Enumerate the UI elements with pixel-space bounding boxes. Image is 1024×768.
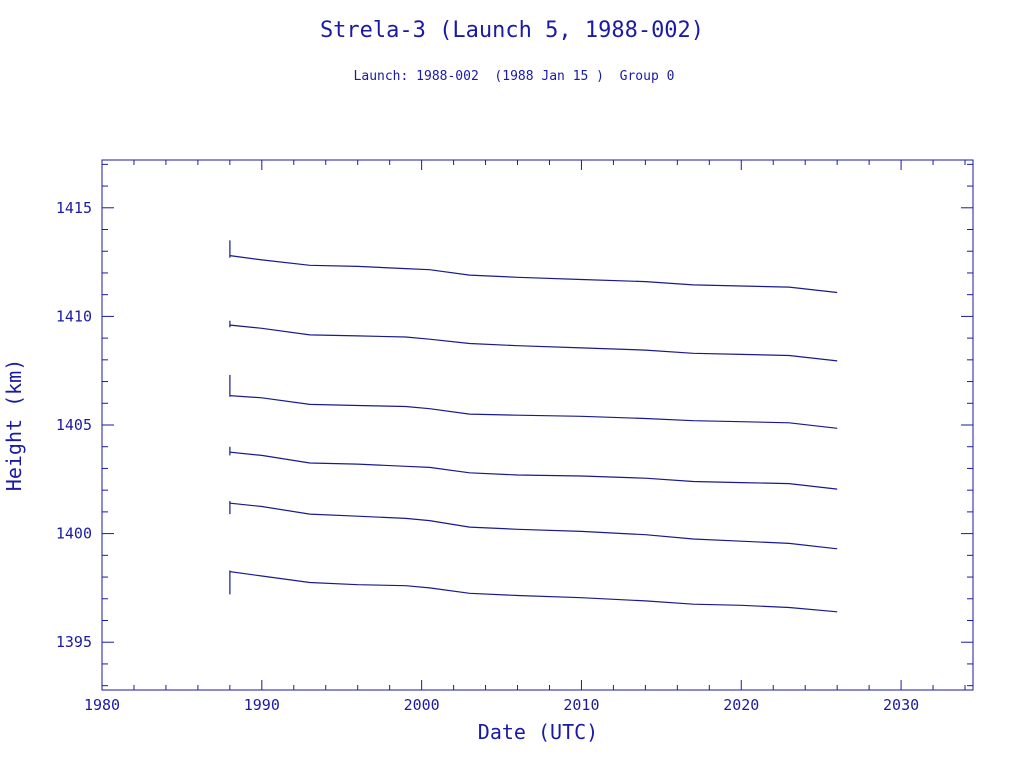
series-line-4 [229, 446, 838, 490]
x-axis-label: Date (UTC) [478, 720, 598, 744]
x-tick-label: 1990 [244, 696, 280, 714]
series-line-2 [229, 320, 838, 362]
axis-ticks [101, 160, 973, 690]
chart-subtitle: Launch: 1988-002 (1988 Jan 15 ) Group 0 [354, 69, 675, 84]
chart-title: Strela-3 (Launch 5, 1988-002) [320, 18, 704, 43]
y-tick-label: 1400 [56, 525, 92, 543]
y-tick-label: 1415 [56, 199, 92, 217]
x-tick-label: 1980 [84, 696, 120, 714]
y-tick-label: 1395 [56, 633, 92, 651]
x-tick-label: 2020 [723, 696, 759, 714]
series-line-5 [229, 501, 838, 550]
series-group [229, 240, 838, 613]
series-line-6 [229, 570, 838, 613]
x-tick-label: 2030 [883, 696, 919, 714]
x-tick-label: 2010 [563, 696, 599, 714]
series-line-3 [229, 375, 838, 429]
series-line-1 [229, 240, 838, 294]
x-tick-labels: 1980 1990 2000 2010 2020 2030 [84, 696, 919, 714]
y-tick-label: 1410 [56, 307, 92, 325]
plot-frame [101, 159, 974, 691]
y-tick-label: 1405 [56, 416, 92, 434]
x-tick-label: 2000 [404, 696, 440, 714]
y-axis-label: Height (km) [2, 359, 26, 491]
y-tick-labels: 1395 1400 1405 1410 1415 [56, 199, 92, 651]
